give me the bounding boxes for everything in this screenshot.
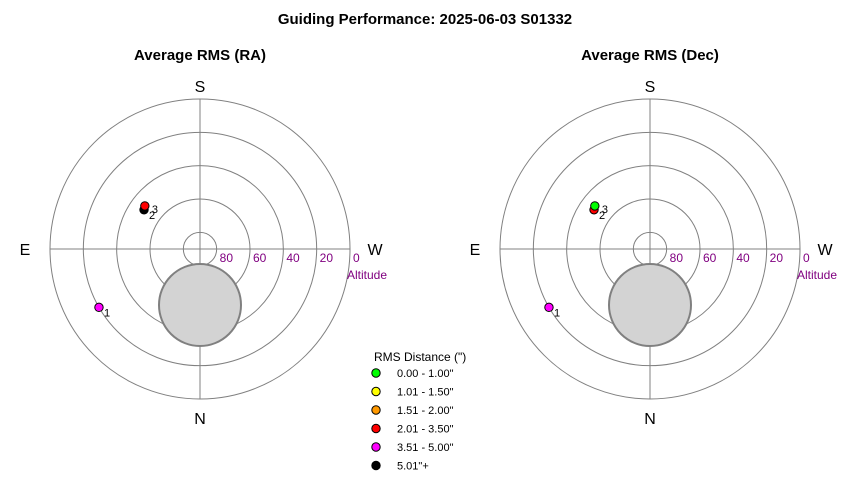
altitude-axis-label: Altitude <box>347 268 387 282</box>
legend-swatch-4 <box>371 423 381 434</box>
altitude-tick-40: 40 <box>736 251 750 265</box>
direction-label-north: N <box>644 411 656 428</box>
altitude-tick-20: 20 <box>770 251 784 265</box>
altitude-tick-80: 80 <box>670 251 684 265</box>
direction-label-west: W <box>817 242 833 259</box>
legend-entry-1: 0.00 - 1.00" <box>397 368 454 380</box>
data-point-label-3: 3 <box>602 204 608 216</box>
legend-entry-6: 5.01"+ <box>397 461 429 473</box>
dec-polar-plot: Average RMS (Dec) S N E W 80 60 40 20 0 Altitude 1 2… <box>470 47 838 428</box>
data-point-label-1: 1 <box>554 307 560 319</box>
legend-entry-5: 3.51 - 5.00" <box>397 442 454 454</box>
legend-swatch-3 <box>371 405 381 415</box>
data-point-1 <box>94 302 104 313</box>
chart-title: Average RMS (Dec) <box>581 47 719 64</box>
legend-title: RMS Distance (") <box>374 350 466 364</box>
direction-label-south: S <box>195 79 206 96</box>
altitude-tick-0: 0 <box>803 251 810 265</box>
legend: RMS Distance (") 0.00 - 1.00" 1.01 - 1.50… <box>371 350 466 473</box>
direction-label-north: N <box>194 411 206 428</box>
data-point-label-2: 2 <box>599 210 605 222</box>
altitude-tick-60: 60 <box>703 251 717 265</box>
legend-swatch-2 <box>371 386 381 397</box>
zenith-exclusion-disc <box>158 263 242 347</box>
altitude-tick-20: 20 <box>320 251 334 265</box>
legend-entry-3: 1.51 - 2.00" <box>397 405 454 417</box>
altitude-axis-label: Altitude <box>797 268 837 282</box>
data-point-label-3: 3 <box>152 204 158 216</box>
altitude-tick-80: 80 <box>220 251 234 265</box>
altitude-tick-60: 60 <box>253 251 267 265</box>
direction-label-east: E <box>470 242 481 259</box>
legend-entry-2: 1.01 - 1.50" <box>397 387 454 399</box>
legend-entry-4: 2.01 - 3.50" <box>397 424 454 436</box>
altitude-tick-40: 40 <box>286 251 300 265</box>
data-point-3 <box>590 201 600 211</box>
ra-polar-plot: Average RMS (RA) S N E W 80 60 40 20 0 Altitude 1 23 <box>20 47 388 428</box>
legend-swatch-1 <box>371 368 381 378</box>
chart-title: Average RMS (RA) <box>134 47 266 64</box>
data-point-label-2: 2 <box>149 210 155 222</box>
data-point-1 <box>544 302 554 313</box>
direction-label-west: W <box>367 242 383 259</box>
direction-label-east: E <box>20 242 31 259</box>
direction-label-south: S <box>645 79 656 96</box>
data-point-3 <box>140 201 150 211</box>
legend-swatch-5 <box>371 442 381 452</box>
legend-swatch-6 <box>371 460 381 471</box>
figure-title: Guiding Performance: 2025-06-03 S01332 <box>278 11 572 28</box>
altitude-tick-0: 0 <box>353 251 360 265</box>
zenith-exclusion-disc <box>608 263 692 347</box>
data-point-label-1: 1 <box>104 307 110 319</box>
